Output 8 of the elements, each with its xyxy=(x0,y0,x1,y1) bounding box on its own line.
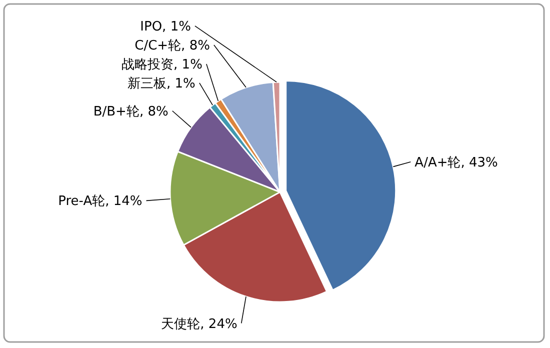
slice-label: A/A+轮, 43% xyxy=(414,155,498,170)
slice-label: 天使轮, 24% xyxy=(161,316,238,332)
slice-label: 新三板, 1% xyxy=(128,76,196,92)
slice-label: Pre-A轮, 14% xyxy=(58,194,142,210)
slice-label: IPO, 1% xyxy=(140,20,191,35)
slice-label: 战略投资, 1% xyxy=(122,58,202,73)
slice-label: C/C+轮, 8% xyxy=(134,38,210,54)
slice-label: B/B+轮, 8% xyxy=(93,104,168,120)
